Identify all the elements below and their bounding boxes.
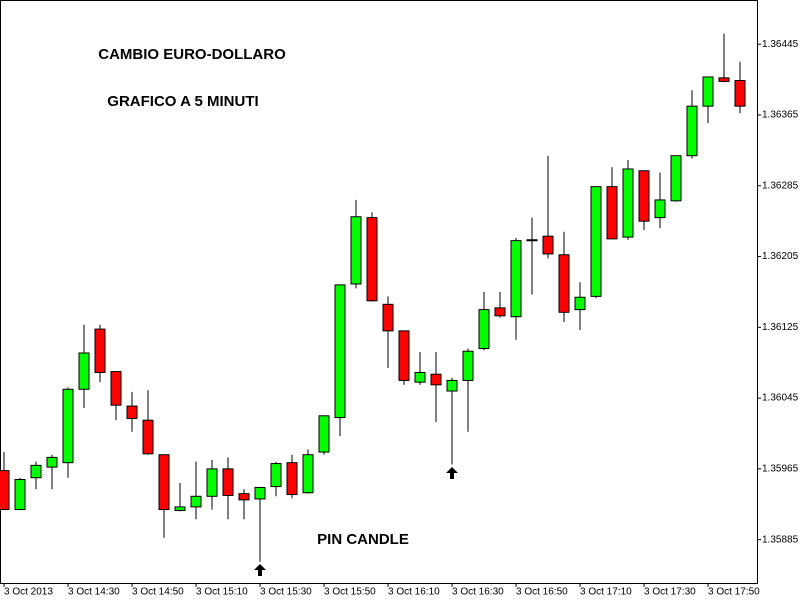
candle-body	[142, 419, 154, 455]
candle-body	[222, 468, 234, 496]
candle-body	[718, 77, 730, 82]
candle-body	[414, 371, 426, 383]
candle-body	[174, 506, 186, 511]
candle-body	[190, 495, 202, 508]
candle-body	[686, 105, 698, 157]
candle-body	[542, 235, 554, 255]
candle-body	[318, 415, 330, 453]
candle-body	[270, 463, 282, 488]
x-tick-label: 3 Oct 2013	[4, 587, 53, 598]
candle-body	[558, 254, 570, 313]
x-tick-label: 3 Oct 17:10	[580, 587, 632, 598]
candle-body	[126, 405, 138, 419]
candle-body	[462, 350, 474, 381]
candle-body	[238, 493, 250, 501]
x-tick-label: 3 Oct 14:30	[68, 587, 120, 598]
candle-body	[526, 239, 538, 242]
candle-body	[286, 462, 298, 496]
y-tick-label: 1.36285	[762, 180, 799, 191]
title: CAMBIO EURO-DOLLARO	[98, 46, 286, 63]
subtitle: GRAFICO A 5 MINUTI	[107, 93, 258, 110]
candle-body	[366, 217, 378, 302]
candle-body	[78, 352, 90, 390]
y-tick-label: 1.36125	[762, 322, 799, 333]
candle-body	[670, 155, 682, 202]
candle-body	[734, 80, 746, 107]
candle-body	[334, 284, 346, 419]
y-tick-label: 1.36205	[762, 251, 799, 262]
x-tick-label: 3 Oct 15:10	[196, 587, 248, 598]
arrow	[254, 564, 266, 576]
candle-body	[446, 379, 458, 392]
y-tick-label: 1.36445	[762, 39, 799, 50]
candle-body	[494, 307, 506, 317]
x-tick-label: 3 Oct 17:30	[644, 587, 696, 598]
x-tick-label: 3 Oct 17:50	[708, 587, 760, 598]
candle-body	[638, 170, 650, 222]
candle-body	[14, 478, 26, 511]
candle-body	[350, 216, 362, 285]
candle-body	[398, 330, 410, 381]
x-tick-label: 3 Oct 15:50	[324, 587, 376, 598]
candle-body	[0, 470, 10, 511]
candle-body	[606, 186, 618, 240]
candle-body	[510, 240, 522, 318]
y-tick-label: 1.35885	[762, 534, 799, 545]
candle-body	[622, 168, 634, 238]
plot-frame	[0, 0, 758, 584]
candle-body	[94, 328, 106, 373]
annotation: PIN CANDLE	[317, 531, 409, 548]
candle-body	[206, 468, 218, 497]
candle-body	[654, 199, 666, 219]
arrow	[446, 467, 458, 479]
candle-body	[382, 303, 394, 332]
x-tick-label: 3 Oct 16:30	[452, 587, 504, 598]
x-tick-label: 3 Oct 15:30	[260, 587, 312, 598]
x-tick-label: 3 Oct 16:10	[388, 587, 440, 598]
candle-body	[254, 486, 266, 500]
candle-body	[574, 296, 586, 311]
candle-body	[430, 373, 442, 386]
y-tick-label: 1.35965	[762, 464, 799, 475]
y-tick-label: 1.36365	[762, 110, 799, 121]
x-tick-label: 3 Oct 14:50	[132, 587, 184, 598]
candle-body	[478, 309, 490, 350]
candle-body	[110, 371, 122, 406]
x-tick-label: 3 Oct 16:50	[516, 587, 568, 598]
candle-body	[158, 454, 170, 511]
candle-body	[30, 464, 42, 479]
candle-body	[590, 186, 602, 297]
candle-body	[302, 454, 314, 494]
candle-body	[702, 76, 714, 107]
candle-body	[46, 456, 58, 468]
candle-body	[62, 388, 74, 464]
y-tick-label: 1.36045	[762, 393, 799, 404]
